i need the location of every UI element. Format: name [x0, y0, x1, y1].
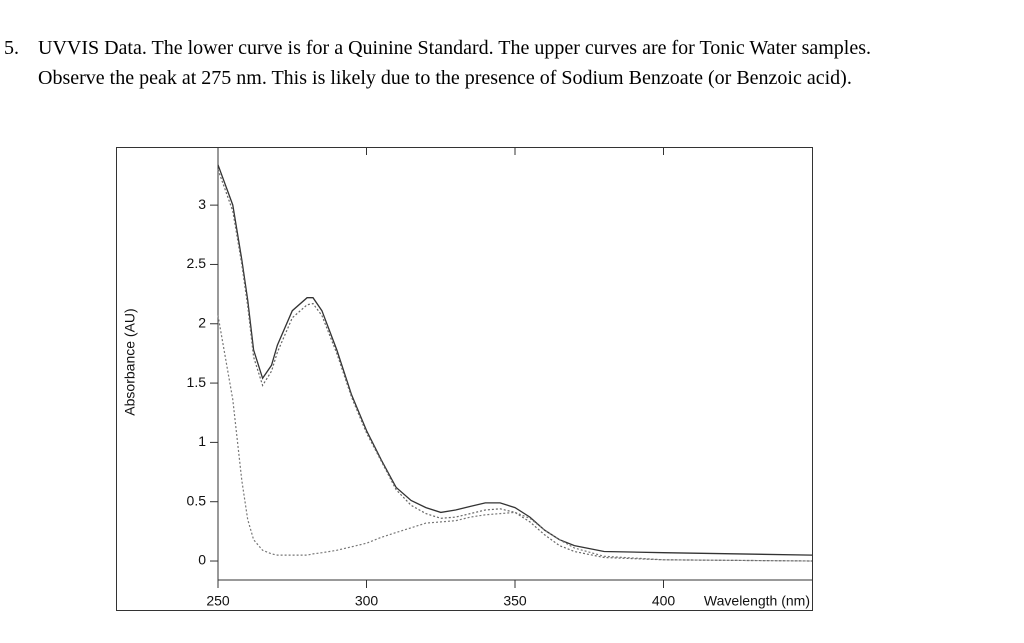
spectrum-line: [217, 315, 813, 562]
y-tick-label: 1.5: [187, 374, 207, 390]
spectrum-line: [217, 169, 813, 562]
y-tick-label: 1: [198, 433, 206, 449]
y-axis-label: Absorbance (AU): [122, 308, 138, 415]
paragraph-line: Observe the peak at 275 nm. This is like…: [38, 67, 852, 89]
y-tick-label: 2.5: [187, 255, 207, 271]
x-tick-label: 300: [355, 593, 379, 609]
x-axis-label: Wavelength (nm): [704, 593, 810, 609]
x-tick-label: 350: [503, 593, 527, 609]
item-number: 5.: [4, 37, 19, 59]
y-tick-label: 0.5: [187, 492, 207, 508]
paragraph-line: UVVIS Data. The lower curve is for a Qui…: [38, 37, 871, 59]
y-tick-label: 2: [198, 314, 206, 330]
x-tick-label: 400: [652, 593, 676, 609]
x-tick-label: 250: [206, 593, 230, 609]
y-tick-label: 3: [198, 196, 206, 212]
y-tick-label: 0: [198, 552, 206, 568]
spectrum-line: [217, 164, 813, 556]
chart-frame: [116, 147, 813, 611]
